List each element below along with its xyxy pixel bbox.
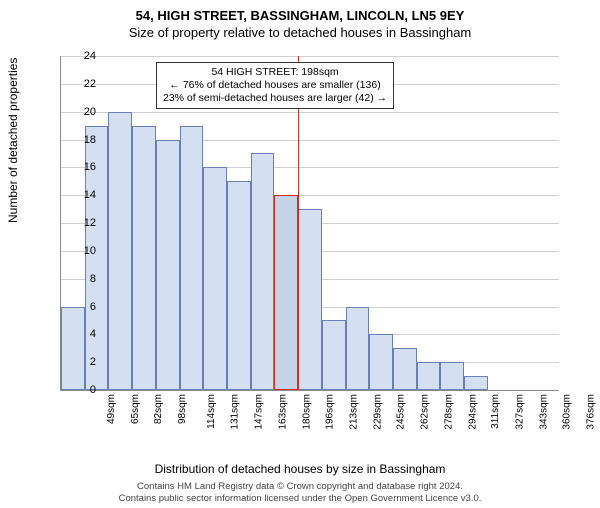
x-tick-label: 131sqm [230, 394, 241, 430]
y-tick-label: 18 [66, 134, 96, 146]
x-tick-label: 376sqm [586, 394, 597, 430]
x-tick-label: 327sqm [515, 394, 526, 430]
y-tick-label: 10 [66, 245, 96, 257]
x-tick-label: 278sqm [443, 394, 454, 430]
x-tick-label: 213sqm [349, 394, 360, 430]
histogram-bar [180, 126, 204, 390]
y-tick-label: 8 [66, 273, 96, 285]
histogram-bar [251, 153, 275, 390]
x-tick-label: 163sqm [277, 394, 288, 430]
chart-container: 54, HIGH STREET, BASSINGHAM, LINCOLN, LN… [0, 8, 600, 508]
histogram-bar [393, 348, 417, 390]
x-tick-label: 229sqm [372, 394, 383, 430]
histogram-bar [132, 126, 156, 390]
histogram-bar [464, 376, 488, 390]
gridline [61, 112, 559, 113]
x-axis-label: Distribution of detached houses by size … [0, 462, 600, 476]
x-tick-label: 311sqm [490, 394, 501, 429]
y-tick-label: 16 [66, 161, 96, 173]
gridline [61, 56, 559, 57]
footer-attribution: Contains HM Land Registry data © Crown c… [0, 481, 600, 504]
histogram-bar [417, 362, 441, 390]
x-tick-label: 245sqm [396, 394, 407, 430]
histogram-bar [440, 362, 464, 390]
histogram-bar [203, 167, 227, 390]
x-tick-label: 114sqm [206, 394, 217, 429]
annotation-box: 54 HIGH STREET: 198sqm← 76% of detached … [156, 62, 394, 109]
histogram-bar-highlighted [274, 195, 298, 390]
y-tick-label: 22 [66, 78, 96, 90]
x-tick-label: 262sqm [420, 394, 431, 430]
annotation-line2: ← 76% of detached houses are smaller (13… [169, 79, 380, 91]
annotation-line3: 23% of semi-detached houses are larger (… [163, 92, 387, 104]
x-tick-label: 196sqm [325, 394, 336, 430]
x-tick-label: 49sqm [106, 394, 117, 424]
y-tick-label: 0 [66, 384, 96, 396]
x-tick-label: 360sqm [562, 394, 573, 430]
y-tick-label: 4 [66, 328, 96, 340]
chart-title-address: 54, HIGH STREET, BASSINGHAM, LINCOLN, LN… [0, 8, 600, 23]
x-tick-label: 294sqm [467, 394, 478, 430]
histogram-bar [156, 140, 180, 391]
footer-line2: Contains public sector information licen… [119, 493, 482, 504]
y-tick-label: 20 [66, 106, 96, 118]
y-tick-label: 14 [66, 189, 96, 201]
x-tick-label: 343sqm [538, 394, 549, 430]
x-tick-label: 180sqm [301, 394, 312, 430]
plot-area: 54 HIGH STREET: 198sqm← 76% of detached … [60, 56, 559, 391]
footer-line1: Contains HM Land Registry data © Crown c… [137, 481, 463, 492]
histogram-bar [369, 334, 393, 390]
x-tick-label: 65sqm [130, 394, 141, 424]
histogram-bar [298, 209, 322, 390]
y-tick-label: 12 [66, 217, 96, 229]
annotation-line1: 54 HIGH STREET: 198sqm [211, 66, 338, 78]
histogram-bar [322, 320, 346, 390]
histogram-bar [108, 112, 132, 390]
histogram-bar [346, 307, 370, 391]
y-tick-label: 24 [66, 50, 96, 62]
histogram-bar [227, 181, 251, 390]
histogram-bar [61, 307, 85, 391]
y-axis-label: Number of detached properties [6, 58, 20, 223]
y-tick-label: 2 [66, 356, 96, 368]
y-tick-label: 6 [66, 301, 96, 313]
x-tick-label: 82sqm [153, 394, 164, 424]
chart-title-subtitle: Size of property relative to detached ho… [0, 25, 600, 40]
x-tick-label: 147sqm [254, 394, 265, 430]
x-tick-label: 98sqm [177, 394, 188, 424]
